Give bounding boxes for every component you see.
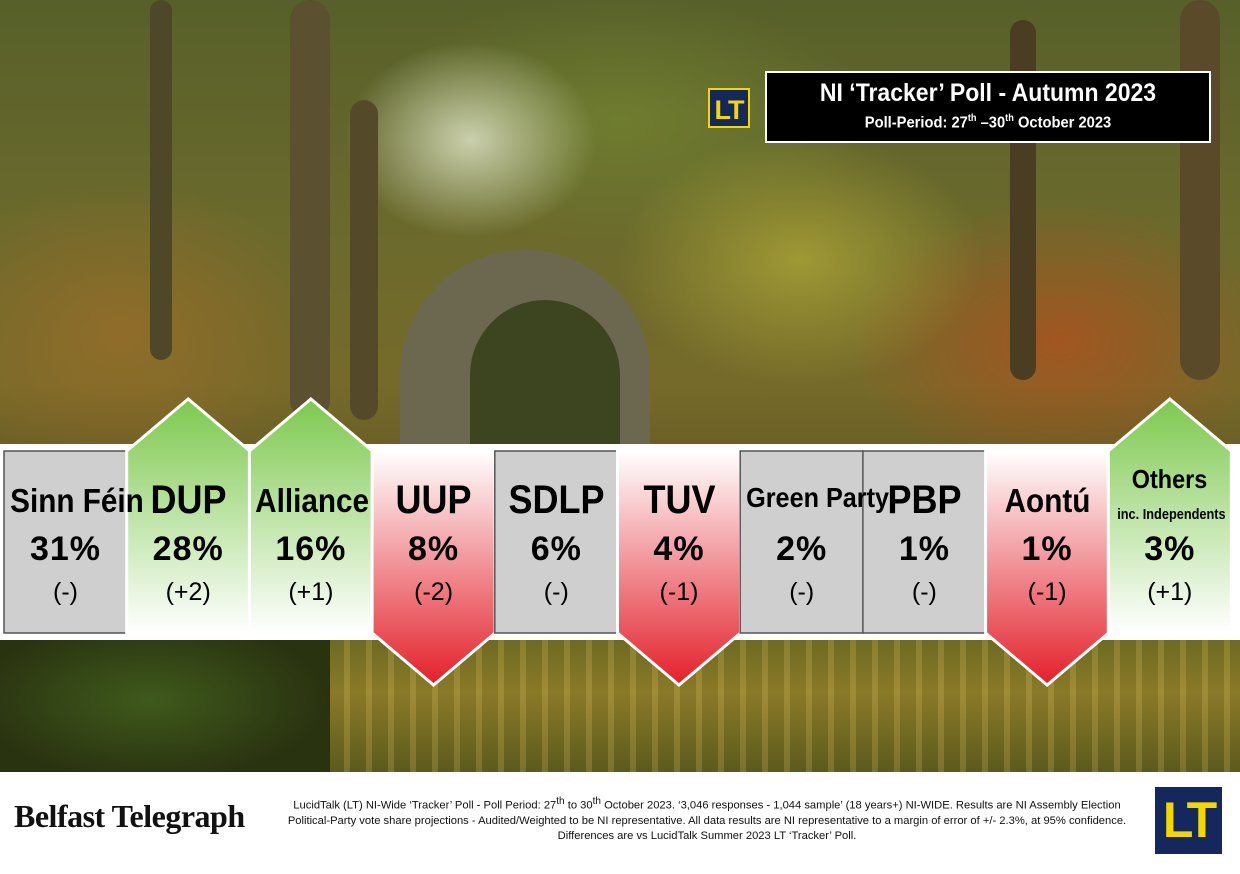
party-change: (+1) — [288, 578, 334, 606]
lucidtalk-logo: LT — [708, 88, 750, 128]
poll-period: Poll-Period: 27th –30th October 2023 — [864, 113, 1112, 132]
party-vote-share: 28% — [152, 530, 224, 568]
party-change: (-2) — [414, 578, 454, 606]
party-vote-share: 4% — [653, 530, 705, 568]
party-vote-share: 8% — [408, 530, 460, 568]
party-name: SDLP — [508, 478, 605, 522]
party-change: (-) — [53, 578, 78, 606]
footer — [0, 772, 1240, 874]
party-name: Alliance — [255, 482, 370, 519]
party-change: (-) — [911, 578, 937, 606]
party-vote-share: 31% — [29, 530, 102, 568]
party-vote-share: 2% — [776, 530, 828, 568]
poll-title-box: NI ‘Tracker’ Poll - Autumn 2023 Poll-Per… — [765, 71, 1211, 143]
poll-title: NI ‘Tracker’ Poll - Autumn 2023 — [819, 79, 1157, 107]
party-tile-9 — [1106, 397, 1233, 635]
party-tile-5 — [616, 449, 742, 687]
party-change: (-) — [789, 578, 815, 606]
party-name: Others — [1132, 464, 1208, 494]
party-vote-share: 1% — [898, 530, 950, 568]
party-tile-8 — [984, 449, 1111, 687]
party-name: Aontú — [1004, 482, 1090, 519]
lucidtalk-logo-footer: LT — [1155, 787, 1222, 854]
party-name: UUP — [395, 478, 472, 522]
party-vote-share: 6% — [530, 530, 582, 568]
party-change: (-1) — [1027, 578, 1067, 606]
party-name: Green Party — [746, 482, 890, 513]
party-subtitle: inc. Independents — [1117, 506, 1226, 523]
party-tile-3 — [370, 449, 497, 687]
party-vote-share: 16% — [275, 530, 347, 568]
party-name: TUV — [643, 478, 715, 522]
methodology-note: LucidTalk (LT) NI-Wide ‘Tracker’ Poll - … — [287, 796, 1127, 842]
party-change: (-) — [543, 578, 569, 606]
party-name: Sinn Féin — [10, 482, 144, 519]
party-name: PBP — [887, 478, 962, 522]
party-change: (+1) — [1147, 578, 1193, 606]
party-change: (+2) — [165, 578, 211, 606]
belfast-telegraph-logo: Belfast Telegraph — [14, 798, 245, 834]
party-change: (-1) — [659, 578, 699, 606]
party-vote-share: 1% — [1021, 530, 1073, 568]
party-vote-share: 3% — [1144, 530, 1196, 568]
party-name: DUP — [150, 478, 227, 522]
comparison-note: Differences are vs LucidTalk Summer 2023… — [557, 829, 857, 842]
